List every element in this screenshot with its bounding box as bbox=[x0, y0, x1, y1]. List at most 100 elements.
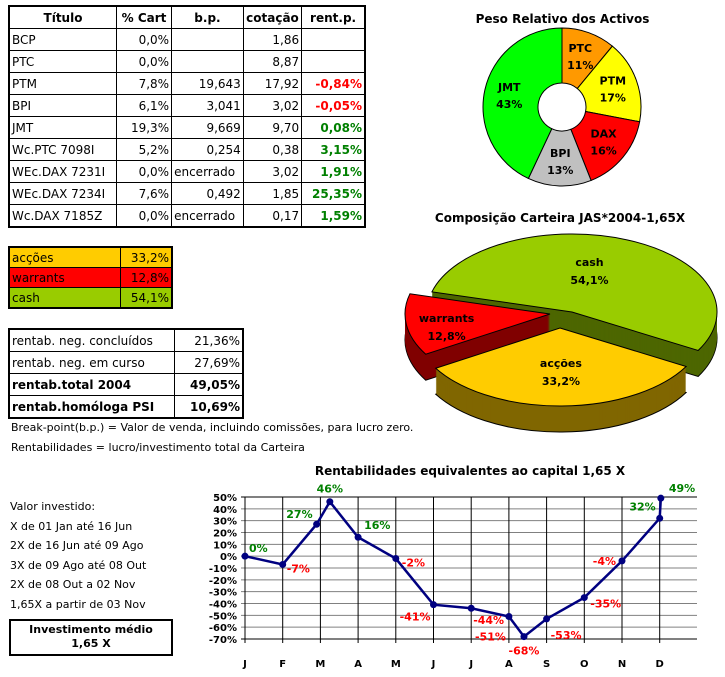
table-cell: 17,92 bbox=[242, 72, 303, 95]
table-cell: 0,17 bbox=[242, 204, 303, 228]
data-point bbox=[241, 552, 249, 560]
table-row: BPI 6,1% 3,041 3,02 -0,05% bbox=[8, 94, 366, 117]
x-tick-label: J bbox=[431, 659, 436, 670]
table-cell: 5,2% bbox=[115, 138, 173, 161]
pie3d-chart-title: Composição Carteira JAS*2004-1,65X bbox=[434, 211, 686, 225]
investment-line: 3X de 09 Ago até 08 Out bbox=[10, 558, 147, 572]
y-tick-label: -10% bbox=[209, 564, 237, 575]
pie3d-slice-name: cash bbox=[575, 256, 603, 269]
y-tick-label: -60% bbox=[209, 623, 237, 634]
table-cell: 9,70 bbox=[242, 116, 303, 139]
data-point bbox=[580, 594, 588, 602]
pie3d-slice-name: acções bbox=[540, 357, 582, 370]
returns-label: rentab.total 2004 bbox=[8, 373, 175, 396]
composition-label: warrants bbox=[8, 267, 121, 288]
data-point bbox=[279, 560, 287, 568]
table-row: PTC 0,0% 8,87 bbox=[8, 50, 366, 73]
table-row: WEc.DAX 7234I 7,6% 0,492 1,85 25,35% bbox=[8, 182, 366, 205]
data-label: -35% bbox=[590, 598, 621, 611]
table-cell: 7,6% bbox=[115, 182, 173, 205]
pie3d-slice-warrants bbox=[404, 293, 551, 381]
x-tick-label: A bbox=[354, 659, 362, 670]
data-label: 27% bbox=[286, 508, 312, 521]
donut-slice-dax bbox=[570, 110, 641, 182]
composition-row: acções 33,2% bbox=[8, 246, 173, 268]
donut-slice-label: 11% bbox=[567, 59, 593, 72]
donut-slice-name: DAX bbox=[591, 127, 618, 140]
returns-table: rentab. neg. concluídos 21,36% rentab. neg… bbox=[8, 328, 244, 419]
returns-value: 49,05% bbox=[174, 373, 244, 396]
donut-slice-name: JMT bbox=[497, 81, 521, 94]
composition-table: acções 33,2% warrants 12,8% cash 54,1% bbox=[8, 246, 173, 309]
table-cell: 0,492 bbox=[171, 182, 244, 205]
y-tick-label: -20% bbox=[209, 576, 237, 587]
average-investment-box: Investimento médio 1,65 X bbox=[9, 619, 173, 656]
data-label: -44% bbox=[473, 614, 504, 627]
data-point bbox=[354, 533, 362, 541]
returns-value: 10,69% bbox=[174, 395, 244, 419]
pie3d-slice-label: 12,8% bbox=[428, 330, 466, 343]
x-tick-label: S bbox=[543, 659, 550, 670]
donut-slice-name: BPI bbox=[550, 147, 571, 160]
returns-label: rentab.homóloga PSI bbox=[8, 395, 175, 419]
y-tick-label: -30% bbox=[209, 588, 237, 599]
composition-label: acções bbox=[8, 246, 121, 268]
holdings-table: Título% Cart b.p. cotação rent.p. BCP 0,0% 1,… bbox=[8, 5, 366, 228]
data-point bbox=[467, 604, 475, 612]
data-point bbox=[313, 520, 321, 528]
donut-slice-label: 16% bbox=[590, 144, 616, 157]
data-point bbox=[618, 557, 626, 565]
returns-label: rentab. neg. em curso bbox=[8, 351, 175, 374]
table-cell: 25,35% bbox=[301, 182, 366, 205]
note-rentabilidades: Rentabilidades = lucro/investimento tota… bbox=[11, 441, 305, 454]
investment-line: 2X de 08 Out a 02 Nov bbox=[10, 578, 136, 591]
pie3d-slice-label: 54,1% bbox=[570, 274, 608, 287]
line-chart: 50%40%30%20%10%0%-10%-20%-30%-40%-50%-60… bbox=[209, 482, 697, 670]
data-label: -2% bbox=[402, 557, 425, 570]
pie3d-slice-name: warrants bbox=[419, 312, 475, 325]
data-point bbox=[543, 615, 551, 623]
data-label: 0% bbox=[249, 542, 268, 555]
table-row: Wc.DAX 7185Z 0,0% encerrado 0,17 1,59% bbox=[8, 204, 366, 228]
x-tick-label: N bbox=[618, 659, 626, 670]
donut-slice-name: PTM bbox=[600, 75, 627, 88]
x-tick-label: A bbox=[505, 659, 513, 670]
data-point bbox=[656, 514, 664, 522]
table-cell: WEc.DAX 7231I bbox=[8, 160, 117, 183]
table-cell: encerrado bbox=[171, 204, 244, 228]
pie3d-slice-label: 33,2% bbox=[542, 375, 580, 388]
returns-row: rentab. neg. concluídos 21,36% bbox=[8, 328, 244, 352]
column-header: % Cart bbox=[115, 5, 173, 29]
x-tick-label: F bbox=[279, 659, 286, 670]
composition-value: 33,2% bbox=[120, 246, 173, 268]
data-label: 16% bbox=[364, 519, 390, 532]
y-tick-label: 20% bbox=[213, 529, 237, 540]
data-point bbox=[657, 494, 665, 502]
investment-line: X de 01 Jan até 16 Jun bbox=[10, 519, 133, 533]
y-tick-label: -70% bbox=[209, 635, 237, 646]
data-label: -51% bbox=[475, 631, 506, 644]
table-row: Wc.PTC 7098I 5,2% 0,254 0,38 3,15% bbox=[8, 138, 366, 161]
y-tick-label: 10% bbox=[213, 540, 237, 551]
data-label: -41% bbox=[400, 611, 431, 624]
table-cell: 1,85 bbox=[242, 182, 303, 205]
composition-label: cash bbox=[8, 287, 121, 309]
x-tick-label: O bbox=[580, 659, 589, 670]
data-point bbox=[430, 601, 437, 609]
y-tick-label: -50% bbox=[209, 611, 237, 622]
donut-slice-jmt bbox=[482, 27, 563, 180]
table-cell: WEc.DAX 7234I bbox=[8, 182, 117, 205]
x-tick-label: M bbox=[391, 659, 401, 670]
table-cell: Wc.PTC 7098I bbox=[8, 138, 117, 161]
line-chart-title: Rentabilidades equivalentes ao capital 1… bbox=[314, 464, 626, 478]
composition-value: 12,8% bbox=[120, 267, 173, 288]
data-label: -68% bbox=[509, 645, 540, 658]
returns-value: 27,69% bbox=[174, 351, 244, 374]
table-cell: 8,87 bbox=[242, 50, 303, 73]
composition-value: 54,1% bbox=[120, 287, 173, 309]
donut-slice-label: 43% bbox=[496, 98, 522, 111]
note-break-point: Break-point(b.p.) = Valor de venda, incl… bbox=[11, 421, 414, 434]
investment-line: 2X de 16 Jun até 09 Ago bbox=[10, 539, 144, 552]
